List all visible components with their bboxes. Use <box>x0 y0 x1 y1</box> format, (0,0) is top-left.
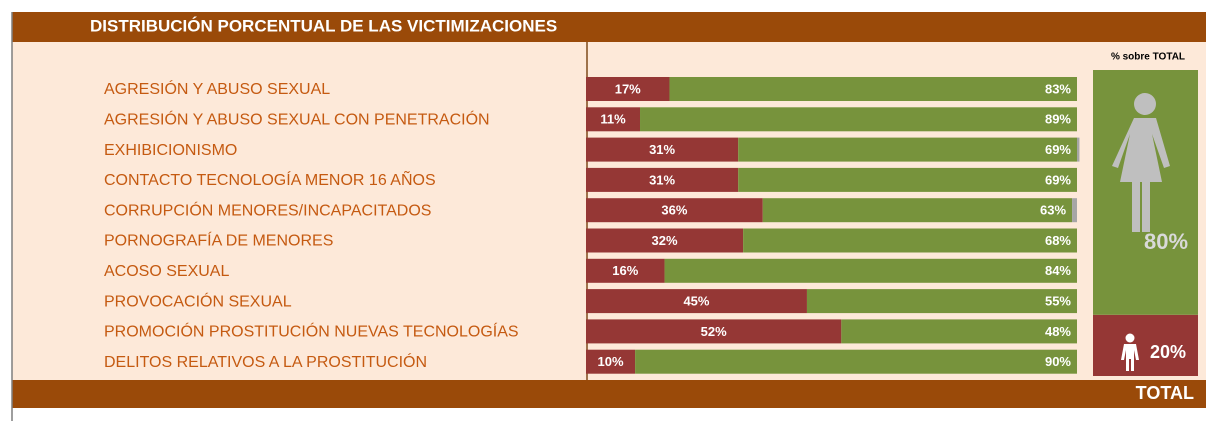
category-label: CONTACTO TECNOLOGÍA MENOR 16 AÑOS <box>104 169 436 189</box>
value-label: 16% <box>612 263 638 278</box>
total-value-label: 20% <box>1150 342 1186 362</box>
bar-segment <box>669 77 1077 101</box>
value-label: 69% <box>1045 142 1071 157</box>
category-label: EXHIBICIONISMO <box>104 142 237 159</box>
bar-segment <box>743 228 1077 253</box>
bar-segment <box>640 107 1077 132</box>
value-label: 63% <box>1040 203 1066 218</box>
footer-bar <box>12 380 1206 408</box>
category-label: AGRESIÓN Y ABUSO SEXUAL <box>104 79 330 98</box>
bar-segment <box>586 349 636 374</box>
bar-segment <box>762 198 1073 223</box>
value-label: 83% <box>1045 81 1071 96</box>
total-label: % sobre TOTAL <box>1111 52 1185 63</box>
woman-icon <box>1112 93 1170 232</box>
value-label: 11% <box>600 112 626 127</box>
bar-segment <box>1072 198 1077 223</box>
bar-segment <box>586 258 665 283</box>
header-bar <box>12 12 1206 42</box>
value-label: 10% <box>598 354 624 369</box>
value-label: 52% <box>701 324 727 339</box>
bar-segment <box>586 319 842 344</box>
value-label: 45% <box>683 294 709 309</box>
category-label: DELITOS RELATIVOS A LA PROSTITUCIÓN <box>104 352 427 371</box>
chart-title: DISTRIBUCIÓN PORCENTUAL DE LAS VICTIMIZA… <box>90 16 557 35</box>
footer-label: TOTAL <box>1136 383 1194 403</box>
bar-segment <box>635 349 1077 374</box>
value-label: 68% <box>1045 233 1071 248</box>
value-label: 32% <box>652 233 678 248</box>
bar-segment <box>738 137 1077 162</box>
category-label: PROMOCIÓN PROSTITUCIÓN NUEVAS TECNOLOGÍA… <box>104 322 519 341</box>
man-icon <box>1121 333 1139 371</box>
value-label: 84% <box>1045 263 1071 278</box>
bar-segment <box>586 77 670 101</box>
bar-segment <box>664 258 1077 283</box>
bar-segment <box>586 137 739 162</box>
total-segment <box>1093 314 1198 376</box>
value-label: 17% <box>615 81 641 96</box>
category-label: ACOSO SEXUAL <box>104 263 229 280</box>
category-label: AGRESIÓN Y ABUSO SEXUAL CON PENETRACIÓN <box>104 110 490 129</box>
bar-segment <box>1077 137 1080 162</box>
bar-segment <box>586 228 744 253</box>
value-label: 55% <box>1045 294 1071 309</box>
value-label: 31% <box>649 142 675 157</box>
value-label: 89% <box>1045 112 1071 127</box>
category-label: CORRUPCIÓN MENORES/INCAPACITADOS <box>104 200 431 219</box>
bar-segment <box>586 198 763 223</box>
value-label: 69% <box>1045 172 1071 187</box>
bar-segment <box>806 289 1077 314</box>
bar-segment <box>586 167 739 192</box>
bar-segment <box>841 319 1077 344</box>
value-label: 36% <box>661 203 687 218</box>
value-label: 48% <box>1045 324 1071 339</box>
value-label: 31% <box>649 172 675 187</box>
category-label: PROVOCACIÓN SEXUAL <box>104 291 292 310</box>
bar-segment <box>586 107 641 132</box>
total-value-label: 80% <box>1144 229 1188 254</box>
bar-segment <box>586 289 807 314</box>
category-label: PORNOGRAFÍA DE MENORES <box>104 231 333 250</box>
bar-segment <box>738 167 1077 192</box>
value-label: 90% <box>1045 354 1071 369</box>
